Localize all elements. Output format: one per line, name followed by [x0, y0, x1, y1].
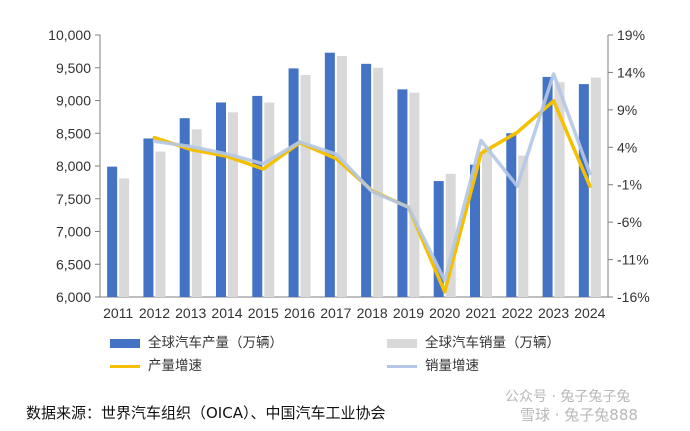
x-axis-tick-label: 2023 — [538, 305, 569, 321]
sales-growth-line — [152, 72, 592, 283]
legend-swatch-sales-growth — [387, 365, 417, 368]
sales-bar — [409, 92, 420, 297]
production-bar — [324, 52, 335, 298]
right-axis-tick-label: -11% — [617, 252, 649, 268]
production-bar — [470, 164, 480, 297]
right-axis-tick-label: -16% — [617, 289, 650, 305]
right-axis-tick-label: -6% — [617, 214, 642, 230]
sales-bar — [373, 67, 384, 297]
data-source-note: 数据来源：世界汽车组织（OICA）、中国汽车工业协会 — [26, 404, 386, 422]
left-axis-tick-label: 9,000 — [56, 93, 91, 109]
legend-swatch-production-growth — [110, 365, 140, 368]
left-axis-tick-label: 9,500 — [56, 60, 91, 76]
production-bar — [361, 63, 372, 297]
sales-bar — [191, 129, 202, 297]
x-axis-tick-label: 2024 — [574, 305, 605, 321]
legend-swatch-sales — [387, 339, 417, 348]
production-bar — [107, 166, 118, 297]
right-axis-tick-label: 4% — [617, 139, 637, 155]
production-bar — [433, 181, 444, 297]
left-axis-tick-label: 7,000 — [56, 224, 91, 240]
x-axis-tick-label: 2017 — [320, 305, 351, 321]
production-bar — [179, 118, 190, 297]
legend-label-production: 全球汽车产量（万辆） — [148, 335, 283, 350]
legend-label-sales: 全球汽车销量（万辆） — [425, 335, 560, 350]
x-axis-tick-label: 2021 — [465, 305, 496, 321]
sales-bar — [590, 77, 601, 297]
sales-bar — [155, 151, 166, 297]
sales-bar — [264, 102, 275, 297]
x-axis-tick-label: 2016 — [284, 305, 315, 321]
sales-bar — [518, 155, 529, 297]
production-bar — [216, 102, 226, 297]
production-bar — [252, 95, 263, 297]
production-bar — [506, 133, 517, 297]
x-axis-tick-label: 2015 — [248, 305, 279, 321]
left-axis-tick-label: 10,000 — [48, 27, 91, 43]
x-axis-tick-label: 2013 — [175, 305, 206, 321]
production-bar — [397, 89, 408, 298]
production-bar — [542, 76, 553, 297]
legend-label-sales-growth: 销量增速 — [425, 358, 479, 373]
sales-bar — [336, 55, 347, 298]
watermark-line-1: 公众号 · 兔子兔子兔 — [505, 389, 631, 405]
x-axis-tick-label: 2011 — [103, 305, 133, 321]
sales-bar — [554, 82, 565, 297]
watermark-line-2: 雪球 · 兔子兔888 — [520, 406, 638, 424]
sales-bar — [228, 112, 238, 297]
legend-label-production-growth: 产量增速 — [148, 358, 202, 373]
x-axis-tick-label: 2012 — [139, 305, 170, 321]
right-axis-tick-label: -1% — [617, 177, 642, 193]
right-axis-tick-label: 9% — [617, 102, 637, 118]
sales-bar — [119, 178, 130, 297]
x-axis-tick-label: 2014 — [211, 305, 242, 321]
left-axis-tick-label: 6,000 — [56, 289, 91, 305]
left-axis-tick-label: 6,500 — [56, 256, 91, 272]
sales-bar — [482, 148, 492, 297]
sales-bar — [300, 74, 311, 297]
production-bar — [578, 84, 589, 297]
left-axis-tick-label: 8,000 — [56, 158, 91, 174]
left-axis-tick-label: 7,500 — [56, 191, 91, 207]
sales-bar — [445, 173, 456, 297]
x-axis-tick-label: 2020 — [429, 305, 460, 321]
right-axis-tick-label: 14% — [617, 64, 645, 80]
legend-swatch-production — [110, 339, 140, 348]
right-axis-tick-label: 19% — [617, 27, 645, 43]
left-axis-tick-label: 8,500 — [56, 125, 91, 141]
production-bar — [143, 138, 154, 297]
production-bar — [288, 68, 299, 297]
x-axis-tick-label: 2019 — [393, 305, 424, 321]
x-axis-tick-label: 2022 — [502, 305, 533, 321]
x-axis-tick-label: 2018 — [357, 305, 388, 321]
